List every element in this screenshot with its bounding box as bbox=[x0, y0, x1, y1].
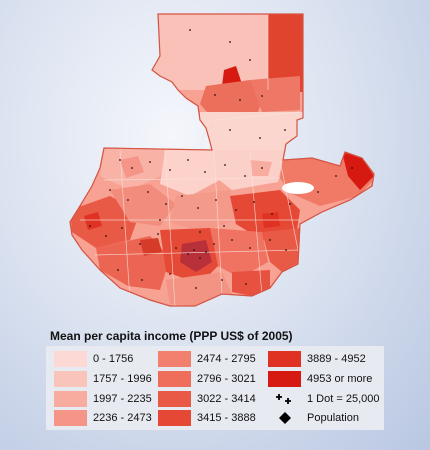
legend-label: 1757 - 1996 bbox=[93, 373, 152, 385]
legend-swatch bbox=[54, 371, 87, 387]
legend-item: 3889 - 4952 bbox=[268, 351, 366, 367]
dot-scale-label: 1 Dot = 25,000 bbox=[307, 393, 380, 405]
legend-swatch bbox=[268, 371, 301, 387]
legend-item: 4953 or more bbox=[268, 371, 372, 387]
legend-item: 2474 - 2795 bbox=[158, 351, 256, 367]
legend-label: 3415 - 3888 bbox=[197, 412, 256, 424]
legend-swatch bbox=[158, 351, 191, 367]
legend: 0 - 1756 1757 - 1996 1997 - 2235 2236 - … bbox=[46, 346, 384, 430]
legend-label: 2474 - 2795 bbox=[197, 353, 256, 365]
legend-swatch bbox=[158, 391, 191, 407]
legend-label: 4953 or more bbox=[307, 373, 373, 385]
population-label: Population bbox=[307, 412, 359, 424]
legend-label: 2796 - 3021 bbox=[197, 373, 256, 385]
legend-item: 2236 - 2473 bbox=[54, 410, 152, 426]
legend-swatch bbox=[54, 351, 87, 367]
legend-swatch bbox=[158, 410, 191, 426]
plus-dots-icon bbox=[268, 391, 301, 407]
legend-label: 3889 - 4952 bbox=[307, 353, 366, 365]
legend-swatch bbox=[158, 371, 191, 387]
legend-item: 1997 - 2235 bbox=[54, 391, 152, 407]
legend-dot-item: 1 Dot = 25,000 bbox=[268, 391, 379, 407]
legend-label: 2236 - 2473 bbox=[93, 412, 152, 424]
legend-item: 3415 - 3888 bbox=[158, 410, 256, 426]
legend-population-item: Population bbox=[268, 410, 359, 426]
legend-item: 0 - 1756 bbox=[54, 351, 133, 367]
legend-title: Mean per capita income (PPP US$ of 2005) bbox=[50, 329, 293, 343]
legend-label: 0 - 1756 bbox=[93, 353, 134, 365]
legend-item: 2796 - 3021 bbox=[158, 371, 256, 387]
diamond-icon bbox=[268, 410, 301, 426]
legend-item: 3022 - 3414 bbox=[158, 391, 256, 407]
legend-label: 1997 - 2235 bbox=[93, 393, 152, 405]
map bbox=[69, 13, 375, 307]
legend-swatch bbox=[54, 410, 87, 426]
legend-swatch bbox=[268, 351, 301, 367]
legend-item: 1757 - 1996 bbox=[54, 371, 152, 387]
legend-swatch bbox=[54, 391, 87, 407]
legend-label: 3022 - 3414 bbox=[197, 393, 256, 405]
guatemala-income-map bbox=[69, 13, 375, 307]
